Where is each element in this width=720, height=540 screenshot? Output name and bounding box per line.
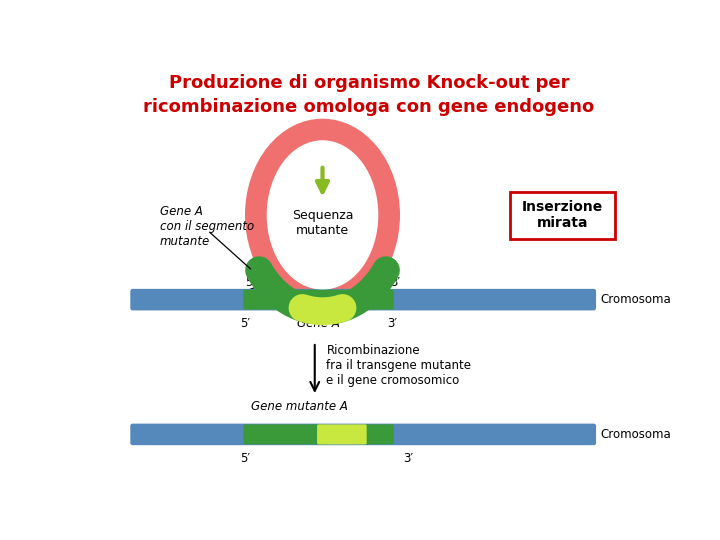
Text: Ricombinazione
fra il transgene mutante
e il gene cromosomico: Ricombinazione fra il transgene mutante … bbox=[326, 343, 472, 387]
FancyBboxPatch shape bbox=[360, 424, 394, 444]
FancyBboxPatch shape bbox=[243, 424, 324, 444]
FancyBboxPatch shape bbox=[130, 289, 596, 310]
Text: 5′: 5′ bbox=[245, 276, 255, 289]
Text: Inserzione
mirata: Inserzione mirata bbox=[522, 200, 603, 230]
Text: 3′: 3′ bbox=[402, 452, 413, 465]
Text: Produzione di organismo Knock-out per
ricombinazione omologa con gene endogeno: Produzione di organismo Knock-out per ri… bbox=[143, 74, 595, 116]
FancyBboxPatch shape bbox=[510, 192, 616, 239]
FancyBboxPatch shape bbox=[317, 424, 366, 444]
Text: Cromosoma: Cromosoma bbox=[600, 293, 671, 306]
Text: 5′: 5′ bbox=[240, 452, 250, 465]
Text: 3′: 3′ bbox=[387, 318, 397, 330]
Text: Sequenza
mutante: Sequenza mutante bbox=[292, 208, 354, 237]
FancyBboxPatch shape bbox=[130, 423, 596, 445]
Text: Gene A
con il segmento
mutante: Gene A con il segmento mutante bbox=[160, 205, 254, 248]
Text: Gene A: Gene A bbox=[297, 318, 340, 330]
Ellipse shape bbox=[245, 119, 400, 311]
Text: 5′: 5′ bbox=[240, 318, 250, 330]
FancyBboxPatch shape bbox=[243, 289, 394, 309]
Ellipse shape bbox=[266, 140, 378, 289]
Text: Cromosoma: Cromosoma bbox=[600, 428, 671, 441]
Text: Gene mutante A: Gene mutante A bbox=[251, 400, 348, 413]
Text: 3′: 3′ bbox=[390, 276, 400, 289]
